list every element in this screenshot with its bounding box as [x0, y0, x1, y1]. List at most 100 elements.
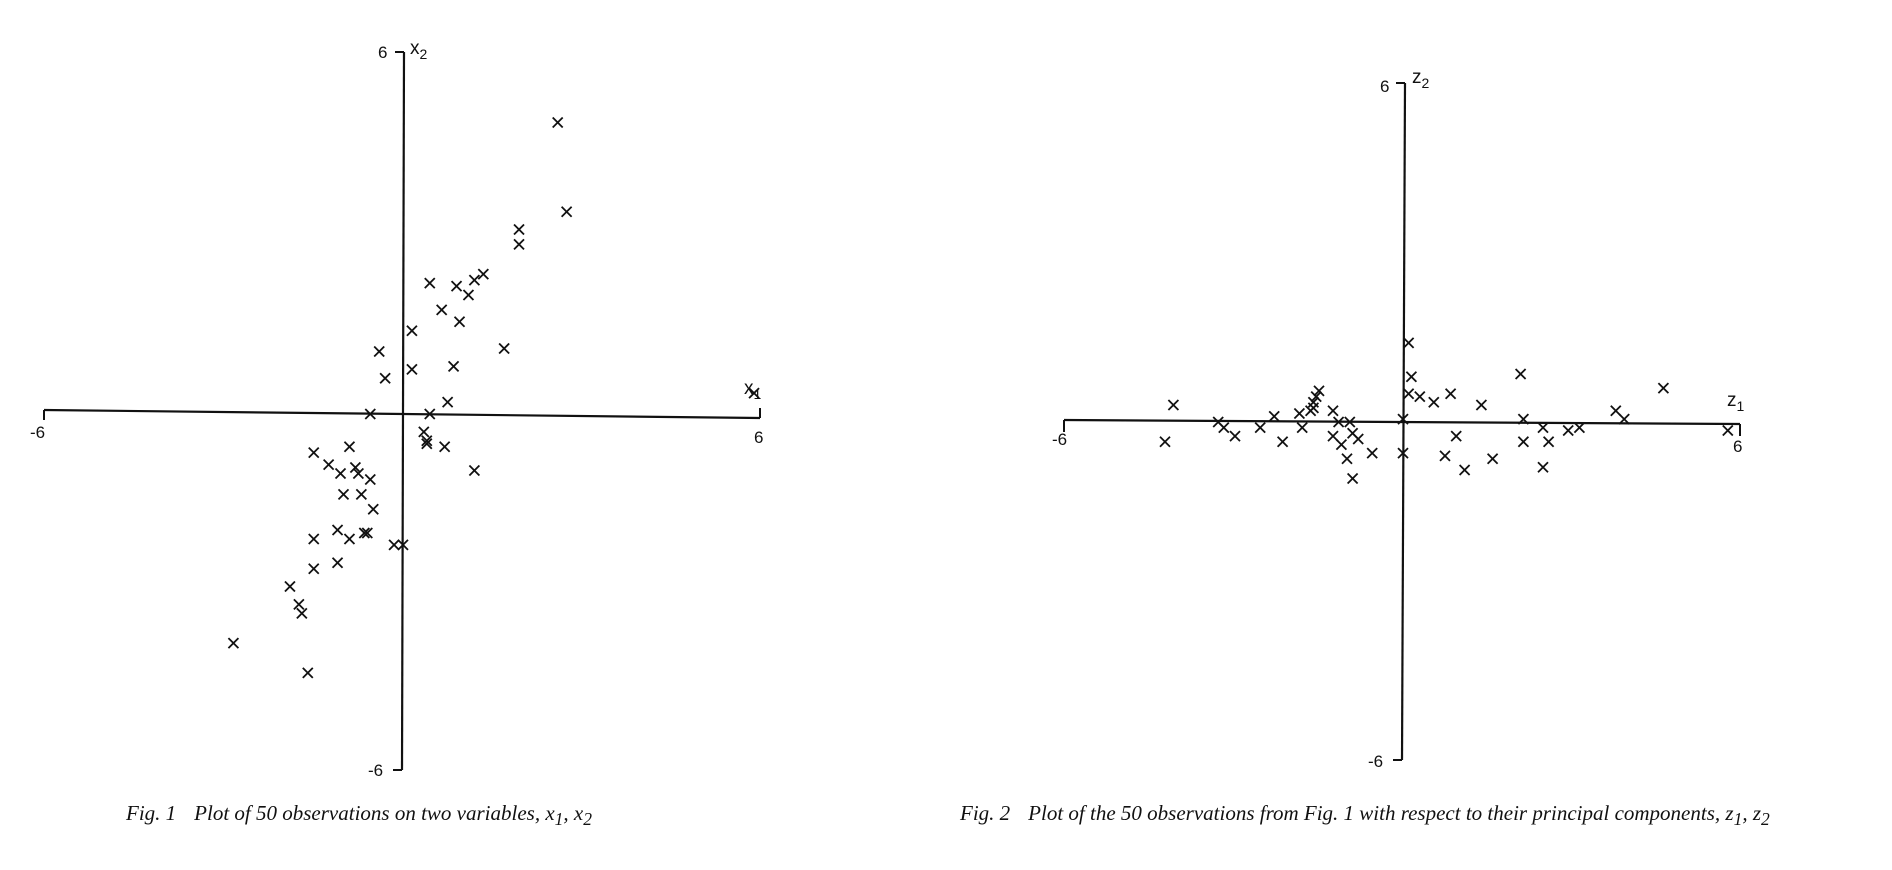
- data-point-fig-1-25: [308, 447, 320, 459]
- data-point-fig-2-13: [1307, 396, 1320, 408]
- data-point-fig-1-11: [453, 316, 466, 328]
- data-point-fig-1-8: [424, 277, 436, 289]
- x-tick-label-max-fig-2: 6: [1733, 437, 1742, 456]
- caption-text-fig-2: Plot of the 50 observations from Fig. 1 …: [1028, 801, 1726, 825]
- data-point-fig-2-35: [1439, 450, 1451, 462]
- x-tick-label-max-fig-1: 6: [754, 428, 763, 447]
- data-point-fig-2-4: [1218, 422, 1230, 434]
- data-point-fig-2-40: [1517, 436, 1530, 448]
- data-point-fig-1-31: [364, 473, 376, 486]
- data-point-fig-2-48: [1657, 382, 1670, 394]
- data-point-fig-2-29: [1414, 390, 1426, 403]
- data-point-fig-1-38: [361, 527, 373, 539]
- data-point-fig-2-14: [1313, 385, 1325, 397]
- data-point-fig-2-24: [1341, 453, 1353, 465]
- data-point-fig-2-46: [1610, 405, 1622, 417]
- data-point-fig-2-17: [1327, 430, 1339, 442]
- data-point-fig-2-44: [1562, 424, 1574, 437]
- y-axis-fig-2: [1400, 82, 1407, 761]
- data-point-fig-1-18: [441, 396, 454, 408]
- data-point-fig-2-32: [1475, 399, 1488, 411]
- data-point-fig-1-50: [748, 387, 760, 399]
- data-point-fig-1-9: [462, 289, 475, 301]
- data-point-fig-1-33: [355, 488, 367, 500]
- data-point-fig-2-16: [1327, 405, 1339, 417]
- data-point-fig-1-26: [343, 441, 356, 453]
- data-point-fig-1-27: [322, 458, 335, 471]
- data-point-fig-2-45: [1573, 422, 1586, 434]
- caption-sep-fig-2: ,: [1742, 801, 1753, 825]
- data-point-fig-1-3: [513, 223, 525, 236]
- data-point-fig-1-4: [513, 238, 525, 251]
- y-tick-label-min-fig-1: -6: [368, 761, 383, 780]
- data-point-fig-1-16: [447, 360, 460, 373]
- data-point-fig-1-35: [367, 503, 379, 515]
- data-point-fig-1-49: [302, 667, 314, 679]
- data-point-fig-1-37: [358, 527, 370, 539]
- data-point-fig-2-1: [1167, 399, 1180, 411]
- data-point-fig-2-12: [1307, 402, 1320, 414]
- caption-var1-fig-2: z: [1725, 801, 1734, 825]
- y-axis-fig-1: [400, 51, 406, 771]
- data-point-fig-2-25: [1346, 472, 1359, 485]
- x-axis-fig-2: [1063, 418, 1741, 426]
- figure-number-fig-1: Fig. 1: [126, 801, 177, 825]
- data-point-fig-1-21: [418, 426, 430, 438]
- data-point-fig-1-30: [352, 467, 365, 480]
- figure-caption-fig-1: Fig. 1 Plot of 50 observations on two var…: [126, 801, 592, 830]
- y-tick-label-min-fig-2: -6: [1368, 752, 1383, 771]
- y-axis-label-fig-1: x2: [410, 38, 428, 62]
- data-point-fig-2-43: [1537, 461, 1549, 473]
- data-point-fig-1-17: [379, 372, 391, 384]
- data-point-fig-2-26: [1402, 337, 1415, 349]
- x-axis-label-fig-2: z1: [1727, 390, 1745, 414]
- data-point-fig-2-28: [1402, 388, 1415, 400]
- caption-var2-sub-fig-1: 2: [583, 809, 592, 830]
- caption-var2-sub-fig-2: 2: [1761, 809, 1770, 830]
- y-axis-label-fig-2: z2: [1412, 67, 1430, 91]
- data-point-fig-2-42: [1542, 436, 1555, 448]
- caption-var2-fig-2: z: [1752, 801, 1762, 825]
- caption-var1-sub-fig-1: 1: [554, 809, 564, 830]
- data-point-fig-2-38: [1514, 368, 1527, 380]
- data-point-fig-2-22: [1352, 433, 1364, 445]
- data-point-fig-1-43: [331, 557, 344, 569]
- y-tick-label-max-fig-2: 6: [1380, 77, 1389, 96]
- data-point-fig-1-45: [284, 580, 296, 593]
- data-point-fig-1-12: [406, 325, 418, 337]
- data-point-fig-1-23: [421, 438, 433, 450]
- data-point-fig-1-15: [406, 363, 418, 376]
- data-point-fig-1-47: [296, 607, 308, 619]
- data-point-fig-1-44: [308, 563, 320, 575]
- data-point-fig-1-22: [421, 435, 433, 447]
- data-point-fig-2-41: [1537, 422, 1549, 434]
- data-point-fig-1-32: [337, 488, 350, 500]
- data-point-fig-2-49: [1722, 424, 1734, 437]
- data-point-fig-2-10: [1296, 422, 1308, 434]
- data-point-fig-1-40: [308, 533, 320, 545]
- caption-var1-sub-fig-2: 1: [1733, 809, 1743, 830]
- y-tick-label-max-fig-1: 6: [378, 43, 387, 62]
- data-point-fig-2-6: [1254, 422, 1266, 434]
- data-point-fig-2-19: [1335, 438, 1348, 451]
- data-point-fig-1-28: [349, 461, 362, 474]
- data-point-fig-2-7: [1268, 410, 1280, 422]
- x-tick-label-min-fig-1: -6: [30, 423, 45, 442]
- x-axis-label-fig-1: x1: [744, 378, 762, 402]
- data-point-fig-2-8: [1276, 436, 1289, 448]
- figure-caption-fig-2: Fig. 2 Plot of the 50 observations from F…: [960, 801, 1770, 830]
- data-point-fig-1-29: [334, 467, 347, 480]
- data-point-fig-1-48: [227, 637, 240, 649]
- data-point-fig-2-34: [1450, 430, 1462, 442]
- scatter-plot-fig-1: -6 6 6 -6 x2 x1: [30, 38, 763, 780]
- data-point-fig-2-5: [1229, 430, 1241, 442]
- figure-number-fig-2: Fig. 2: [960, 801, 1011, 825]
- data-point-fig-1-41: [388, 539, 400, 551]
- data-point-fig-1-14: [373, 345, 385, 358]
- data-point-fig-2-31: [1444, 388, 1457, 400]
- data-point-fig-1-39: [343, 533, 356, 545]
- data-point-fig-2-37: [1486, 453, 1499, 465]
- data-point-fig-1-1: [552, 116, 564, 129]
- data-point-fig-2-15: [1310, 390, 1322, 403]
